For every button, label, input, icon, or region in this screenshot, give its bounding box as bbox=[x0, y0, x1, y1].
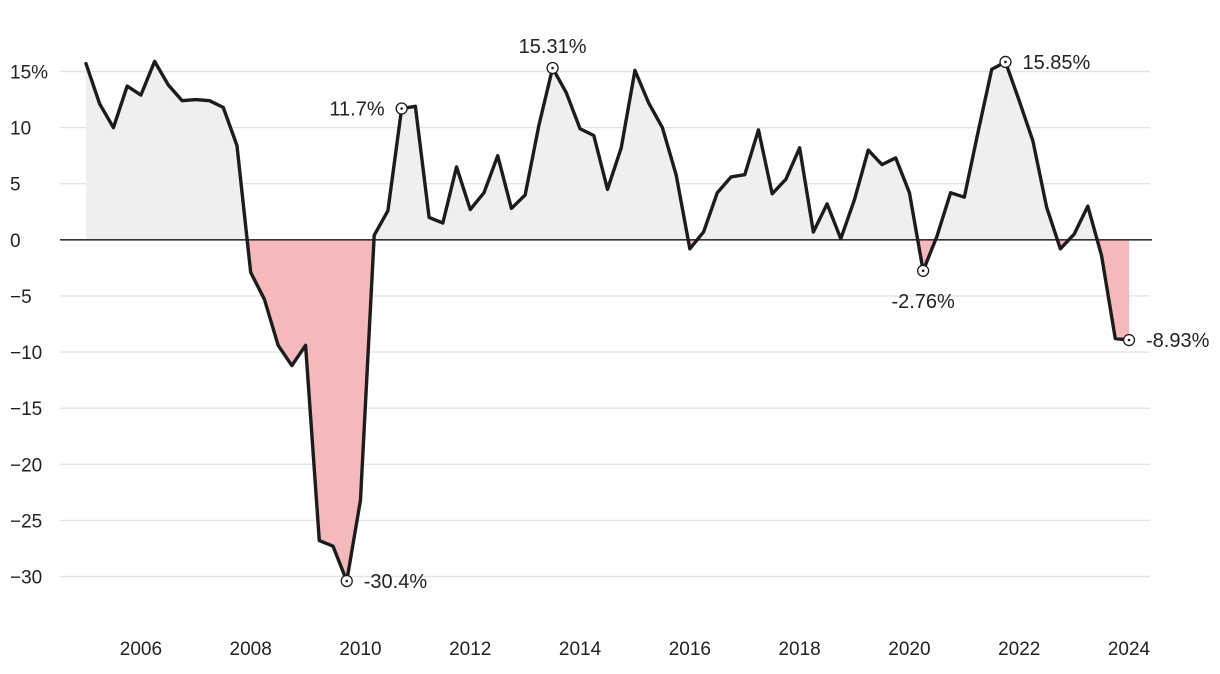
annotations: 11.7% 15.31% -30.4% -2.76% 15.85% -8.93% bbox=[329, 36, 1209, 593]
positive-area bbox=[86, 61, 1129, 240]
annotation-marker-dot bbox=[1004, 60, 1007, 64]
x-tick-label: 2006 bbox=[120, 639, 162, 660]
annotation-label: -30.4% bbox=[364, 571, 428, 593]
annotation-marker-dot bbox=[921, 269, 925, 273]
annotation-marker-dot bbox=[345, 579, 349, 583]
y-tick-label: −10 bbox=[10, 343, 42, 364]
annotation-label: -2.76% bbox=[891, 291, 955, 313]
y-tick-label: −20 bbox=[10, 455, 42, 476]
annotation-marker-dot bbox=[551, 66, 554, 70]
annotation-label: 15.85% bbox=[1022, 52, 1090, 74]
annotation-marker-dot bbox=[1127, 338, 1131, 342]
annotation-marker-dot bbox=[400, 107, 403, 110]
y-axis: 15% 10 5 0 −5 −10 −15 −20 −25 −30 bbox=[10, 63, 48, 589]
x-tick-label: 2012 bbox=[449, 639, 491, 660]
x-axis: 2006 2008 2010 2012 2014 2016 2018 2020 2022 2024 bbox=[120, 639, 1151, 660]
x-tick-label: 2024 bbox=[1108, 639, 1151, 660]
y-tick-label: 0 bbox=[10, 231, 21, 252]
area-layer bbox=[86, 61, 1129, 581]
y-tick-label: −15 bbox=[10, 399, 42, 420]
x-tick-label: 2010 bbox=[339, 639, 381, 660]
x-tick-label: 2022 bbox=[998, 639, 1040, 660]
x-tick-label: 2016 bbox=[669, 639, 711, 660]
x-tick-label: 2020 bbox=[888, 639, 930, 660]
y-tick-label: 10 bbox=[10, 119, 31, 140]
y-tick-label: 5 bbox=[10, 175, 21, 196]
y-tick-label: −30 bbox=[10, 568, 42, 589]
annotation-label: 11.7% bbox=[329, 99, 384, 121]
negative-area bbox=[247, 239, 1129, 581]
series-line bbox=[84, 59, 1131, 583]
y-tick-label: −5 bbox=[10, 287, 32, 308]
y-tick-label: −25 bbox=[10, 511, 42, 532]
x-tick-label: 2008 bbox=[230, 639, 272, 660]
y-tick-label: 15% bbox=[10, 63, 48, 84]
x-tick-label: 2014 bbox=[559, 639, 602, 660]
annotation-label: 15.31% bbox=[519, 36, 587, 58]
annotation-label: -8.93% bbox=[1146, 330, 1210, 352]
x-tick-label: 2018 bbox=[778, 639, 820, 660]
